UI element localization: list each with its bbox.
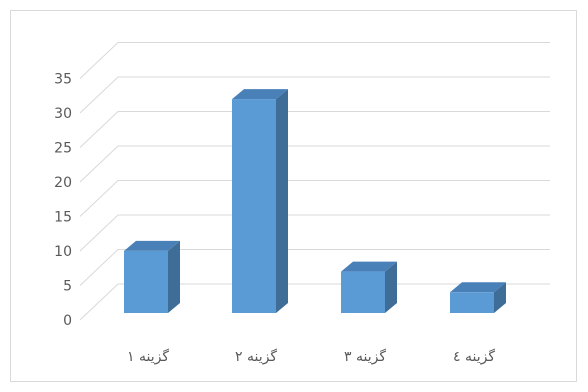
y-tick-label: 20 [54,175,72,191]
bar [124,240,180,313]
y-tick-label: 15 [54,210,72,226]
gridline [79,283,550,321]
bar-front [450,292,494,313]
bar [450,282,506,313]
gridline [79,249,550,286]
gridline [79,214,550,252]
gridline [79,180,550,217]
x-category-label: گزینه ٤ [453,348,495,365]
bar [232,89,288,313]
gridline [79,42,550,79]
bar-front [341,271,385,313]
bar-side [168,240,180,313]
gridline [79,145,550,183]
gridline [79,76,550,114]
y-tick-label: 0 [63,313,72,329]
y-tick-label: 10 [54,244,72,260]
bar-side [385,261,397,313]
x-axis-labels: گزینه ۱ گزینه ۲ گزینه ۳ گزینه ٤ [127,348,495,365]
y-tick-label: 25 [54,141,72,157]
bar-front [124,250,168,313]
bars [124,89,506,313]
x-category-label: گزینه ۲ [235,348,277,365]
y-tick-label: 30 [54,106,72,122]
y-tick-label: 35 [54,72,72,88]
bar [341,261,397,313]
bar-side [276,89,288,313]
y-tick-label: 5 [63,279,72,295]
bar-top [450,282,506,293]
chart-frame [10,10,577,382]
gridline [79,111,550,148]
bar-top [341,261,397,272]
y-axis-ticks: 0 5 10 15 20 25 30 35 [54,72,72,330]
gridlines [79,42,550,321]
bar-side [494,282,506,313]
bar-top [124,240,180,251]
bar-front [232,99,276,313]
bar-top [232,89,288,100]
x-category-label: گزینه ۱ [127,348,169,365]
x-category-label: گزینه ۳ [344,348,386,365]
